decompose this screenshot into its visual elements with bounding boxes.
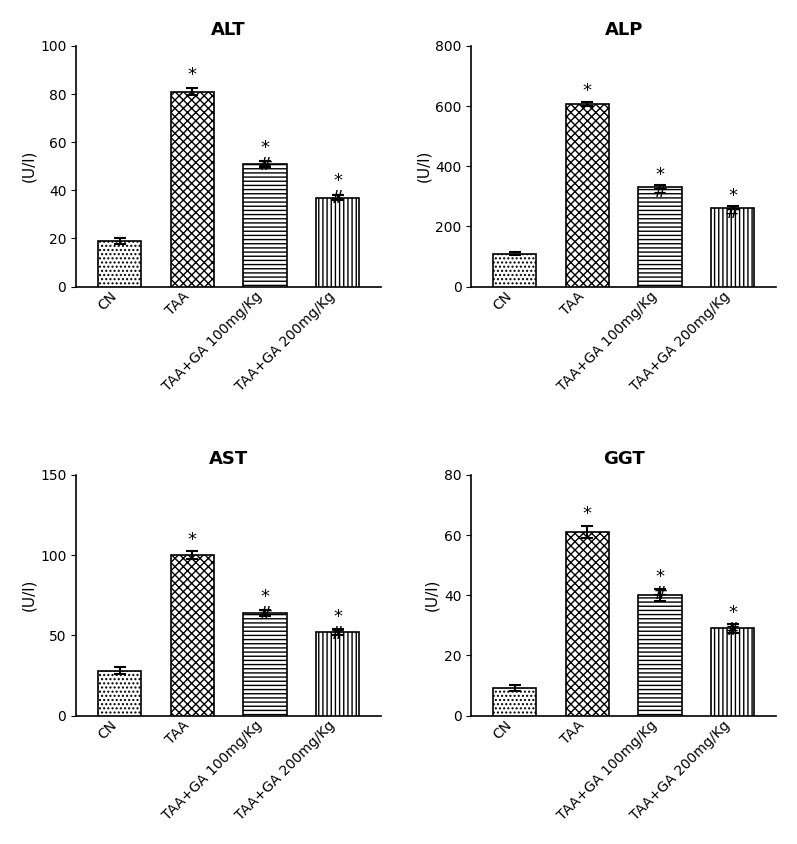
Bar bbox=[711, 208, 755, 287]
Bar bbox=[493, 689, 536, 716]
Text: #: # bbox=[330, 189, 345, 207]
Bar bbox=[243, 613, 287, 716]
Text: *: * bbox=[333, 608, 342, 625]
Y-axis label: (U/l): (U/l) bbox=[21, 150, 36, 182]
Text: #: # bbox=[257, 605, 273, 624]
Text: #: # bbox=[257, 155, 273, 174]
Bar bbox=[566, 532, 609, 716]
Bar bbox=[493, 253, 536, 287]
Text: *: * bbox=[188, 531, 197, 549]
Text: #: # bbox=[653, 585, 668, 603]
Text: *: * bbox=[728, 604, 737, 622]
Bar bbox=[171, 92, 214, 287]
Bar bbox=[638, 187, 681, 287]
Text: *: * bbox=[188, 67, 197, 84]
Text: #: # bbox=[330, 625, 345, 642]
Text: #: # bbox=[653, 182, 668, 201]
Bar bbox=[638, 595, 681, 716]
Y-axis label: (U/l): (U/l) bbox=[416, 150, 431, 182]
Text: *: * bbox=[261, 588, 269, 607]
Y-axis label: (U/l): (U/l) bbox=[425, 579, 440, 611]
Text: #: # bbox=[725, 203, 740, 222]
Text: *: * bbox=[655, 568, 665, 587]
Text: *: * bbox=[728, 187, 737, 205]
Text: *: * bbox=[583, 505, 592, 523]
Text: *: * bbox=[655, 165, 665, 184]
Bar bbox=[711, 628, 755, 716]
Bar bbox=[171, 555, 214, 716]
Text: *: * bbox=[333, 172, 342, 191]
Bar bbox=[566, 104, 609, 287]
Title: ALT: ALT bbox=[211, 21, 246, 39]
Bar bbox=[243, 164, 287, 287]
Text: #: # bbox=[725, 621, 740, 639]
Title: GGT: GGT bbox=[603, 450, 645, 468]
Text: *: * bbox=[583, 82, 592, 100]
Bar bbox=[316, 197, 359, 287]
Bar bbox=[316, 632, 359, 716]
Y-axis label: (U/l): (U/l) bbox=[21, 579, 36, 611]
Title: ALP: ALP bbox=[604, 21, 643, 39]
Bar bbox=[98, 241, 141, 287]
Title: AST: AST bbox=[209, 450, 248, 468]
Bar bbox=[98, 671, 141, 716]
Text: *: * bbox=[261, 138, 269, 157]
